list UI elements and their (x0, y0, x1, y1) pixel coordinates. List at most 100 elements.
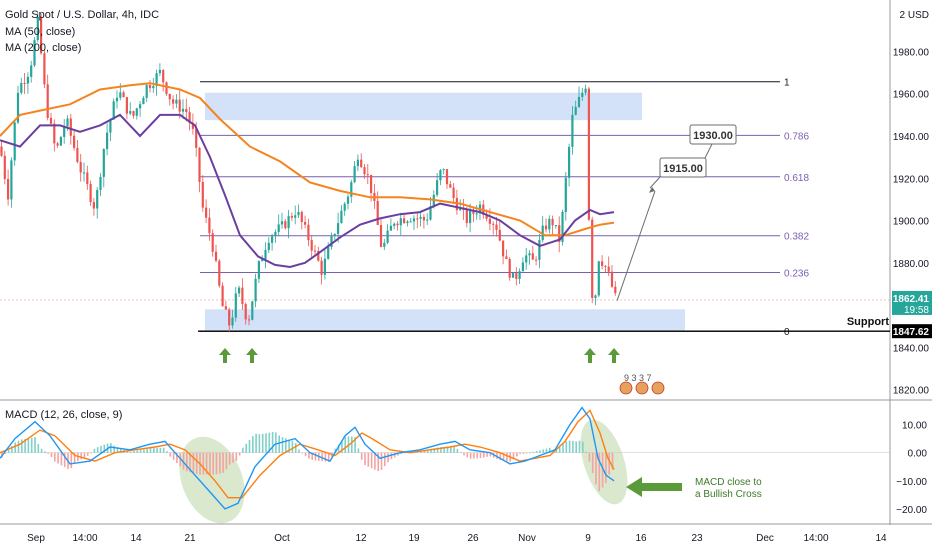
macd-histogram-bar (192, 452, 195, 473)
macd-histogram-bar (572, 440, 574, 453)
candle-body (610, 271, 614, 287)
candle-body (313, 250, 317, 252)
candle-body (521, 262, 524, 272)
bullish-arrow-icon (608, 348, 620, 363)
candle-body (155, 73, 158, 86)
candle-body (43, 53, 46, 85)
macd-histogram-bar (321, 452, 323, 462)
macd-histogram-bar (532, 451, 535, 453)
chart-title[interactable]: Gold Spot / U.S. Dollar, 4h, IDC (5, 9, 159, 21)
candle-body (99, 176, 102, 190)
candle-body (287, 216, 290, 229)
macd-histogram-bar (489, 452, 492, 457)
candle-body (383, 242, 386, 247)
macd-histogram-bar (341, 440, 343, 453)
macd-histogram-bar (195, 452, 198, 474)
macd-histogram-bar (7, 450, 10, 453)
macd-histogram-bar (453, 446, 455, 453)
macd-histogram-bar (60, 452, 63, 466)
candle-body (152, 85, 155, 89)
candle-body (498, 229, 501, 241)
projection-arrowhead (649, 186, 655, 193)
candle-body (175, 99, 178, 104)
candle-body (214, 251, 218, 261)
candle-body (82, 172, 86, 174)
candle-body (26, 76, 29, 84)
macd-histogram-bar (611, 452, 614, 470)
axes: 1980.001960.001940.001920.001900.001880.… (27, 10, 932, 544)
macd-histogram-bar (542, 449, 544, 453)
macd-histogram-bar (314, 452, 317, 461)
macd-histogram-bar (245, 443, 247, 453)
macd-histogram-bar (555, 450, 558, 453)
candle-body (548, 218, 551, 230)
macd-histogram-bar (110, 443, 112, 453)
fibonacci-retracement[interactable]: 1 0.786 0.618 0.382 0.236 0 (198, 78, 890, 339)
candle-body (323, 258, 326, 275)
candle-body (327, 246, 330, 259)
macd-histogram-bar (400, 452, 403, 455)
candle-body (30, 65, 33, 77)
candle-body (59, 136, 62, 146)
macd-tick-label: 0.00 (908, 449, 928, 460)
candle-body (614, 286, 617, 294)
macd-histogram-bar (443, 446, 445, 453)
candle-body (389, 225, 392, 231)
price-tick-label: 1960.00 (893, 90, 930, 101)
macd-histogram-bar (143, 449, 145, 453)
candle-body (198, 147, 201, 182)
macd-histogram-bar (390, 452, 393, 460)
candle-body (224, 306, 227, 310)
macd-histogram-bar (357, 448, 360, 453)
candle-body (102, 149, 105, 177)
macd-histogram-bar (334, 448, 337, 453)
time-tick-label: 12 (355, 533, 367, 544)
macd-histogram-bar (469, 452, 472, 459)
candle-body (271, 236, 274, 243)
macd-histogram-bar (40, 448, 43, 453)
price-tick-label: 1840.00 (893, 343, 930, 354)
macd-legend[interactable]: MACD (12, 26, close, 9) (5, 409, 122, 421)
macd-histogram-bar (27, 438, 30, 453)
candle-body (492, 223, 495, 225)
time-tick-label: Oct (274, 533, 290, 544)
macd-histogram-bar (605, 452, 607, 483)
candle-body (69, 118, 72, 136)
macd-histogram-bar (582, 441, 584, 453)
candle-body (604, 265, 607, 267)
macd-histogram-bar (186, 452, 188, 472)
candle-body (241, 287, 244, 305)
candle-body (564, 177, 567, 212)
fib-label-1: 1 (784, 78, 790, 89)
macd-histogram-bar (17, 440, 20, 453)
macd-histogram-bar (568, 440, 571, 453)
candle-body (257, 261, 260, 279)
time-tick-label: 9 (585, 533, 591, 544)
macd-histogram-bar (578, 440, 581, 453)
candle-body (0, 146, 3, 156)
ma50-legend[interactable]: MA (50, close) (5, 26, 75, 38)
macd-histogram-bar (483, 452, 485, 458)
ma200-legend[interactable]: MA (200, close) (5, 42, 81, 54)
macd-histogram-bar (285, 438, 287, 453)
macd-histogram-bar (549, 447, 551, 453)
time-tick-label: 14 (875, 533, 887, 544)
macd-histogram-bar (278, 435, 280, 453)
candle-body (379, 224, 383, 247)
macd-histogram-bar (169, 452, 172, 457)
target-1930-callout: 1930.00 (689, 124, 737, 145)
time-tick-label: 26 (467, 533, 479, 544)
macd-histogram-bar (156, 447, 158, 453)
macd-tick-label: −10.00 (896, 477, 927, 488)
macd-histogram-bar (466, 452, 469, 458)
candle-body (89, 184, 92, 203)
candle-body (46, 84, 49, 118)
event-flags-label: 9 3 3 7 (624, 373, 652, 383)
candle-body (452, 187, 455, 199)
price-tick-label: 1980.00 (893, 47, 930, 58)
ma200-line (0, 82, 615, 237)
candle-body (16, 92, 20, 123)
macd-histogram-bar (225, 452, 228, 470)
candle-body (3, 155, 6, 179)
